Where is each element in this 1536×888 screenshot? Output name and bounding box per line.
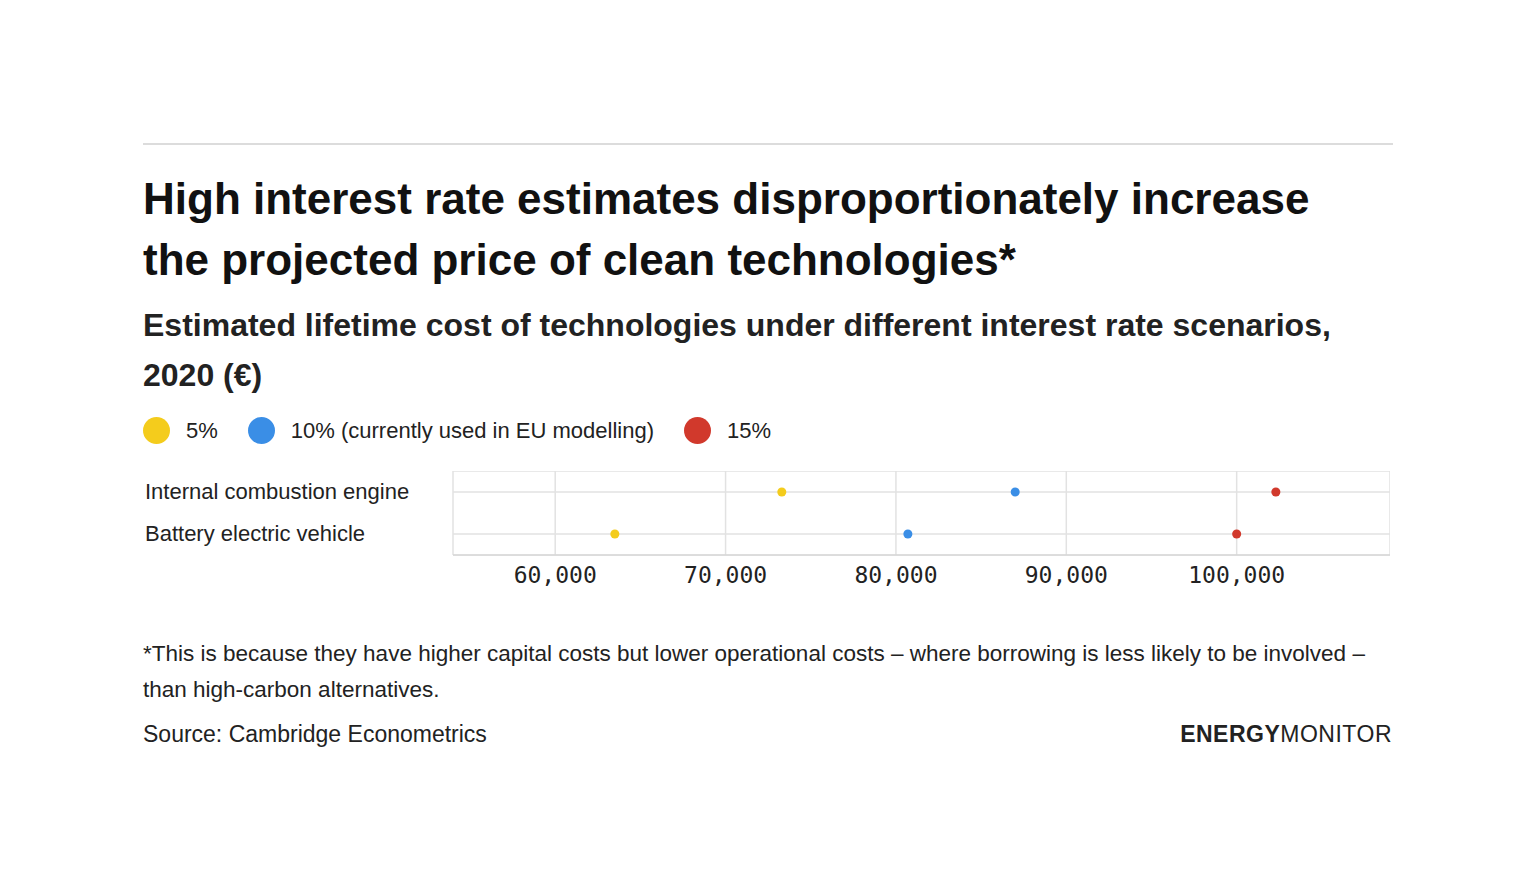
html-text:5%: 5% [186, 417, 218, 443]
html-text:Estimated lifetime cost of tec: Estimated lifetime cost of technologies … [143, 307, 1331, 393]
html-text:High interest rate estimates d: High interest rate estimates disproporti… [143, 174, 1310, 284]
svg-text:60,000: 60,000 [514, 562, 597, 588]
svg-text:100,000: 100,000 [1188, 562, 1285, 588]
html-text:15%: 15% [727, 417, 771, 443]
html-text:ENERGY MONITOR: ENERGY MONITOR [1180, 721, 1392, 747]
svg-text:Internal combustion engine: Internal combustion engine [145, 479, 409, 504]
svg-text:Battery electric vehicle: Battery electric vehicle [145, 521, 365, 546]
svg-text:70,000: 70,000 [684, 562, 767, 588]
html-text:10% (currently used in EU mode: 10% (currently used in EU modelling) [290, 417, 654, 443]
html-text:Source: Cambridge Econometrics: Source: Cambridge Econometrics [143, 721, 487, 747]
svg-text:90,000: 90,000 [1025, 562, 1108, 588]
svg-text:80,000: 80,000 [854, 562, 937, 588]
html-text:*This is because they have hig: *This is because they have higher capita… [143, 641, 1365, 702]
